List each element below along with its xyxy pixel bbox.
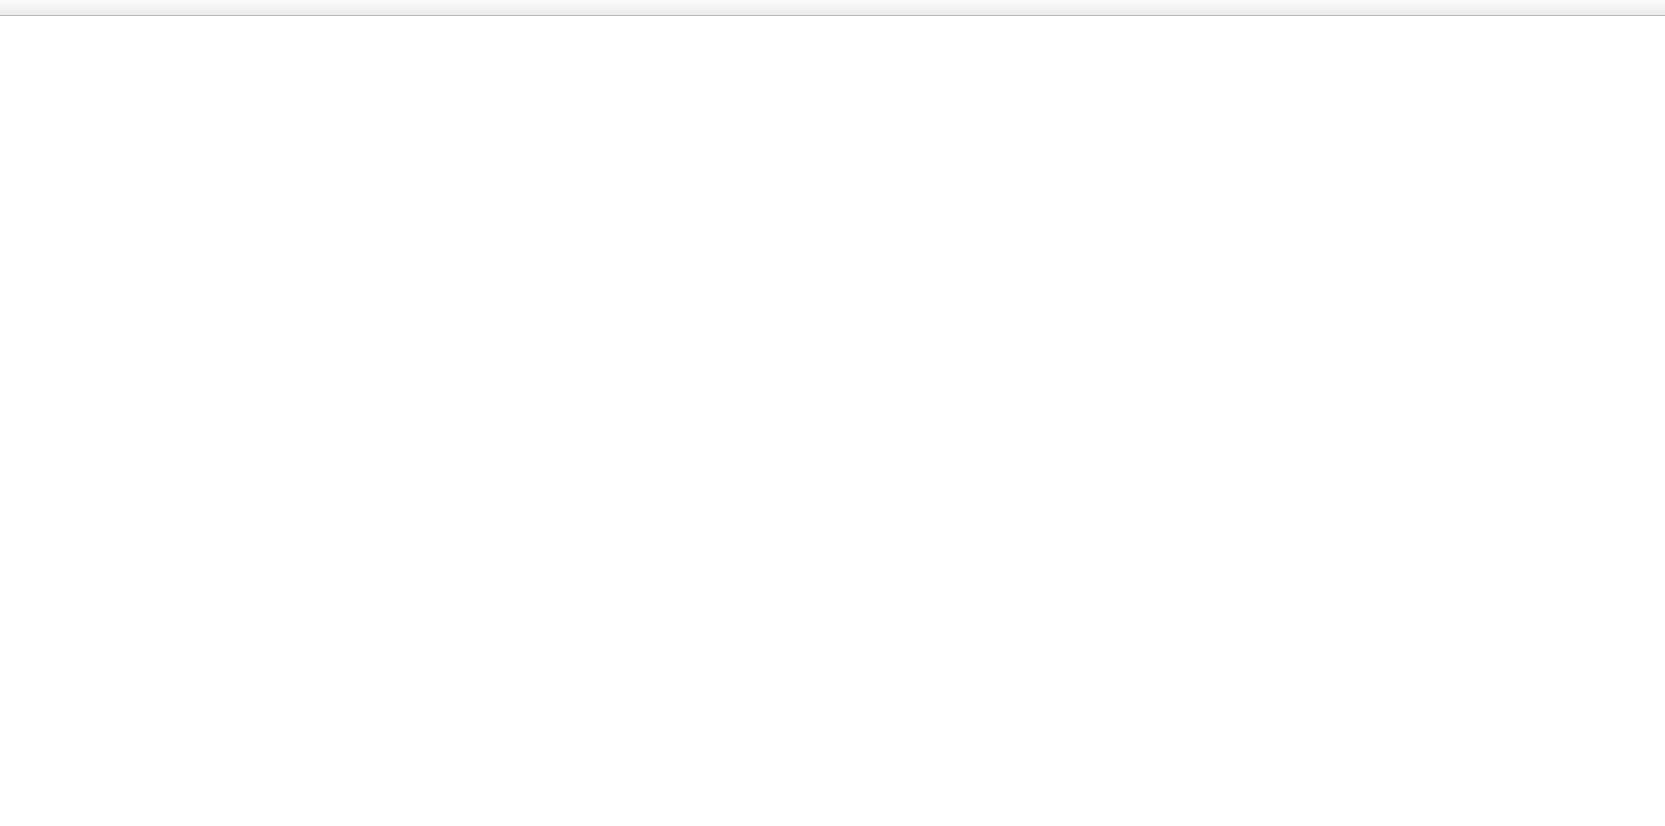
main-toolbar [0, 0, 1665, 16]
toolbar-buttons [0, 0, 2, 15]
